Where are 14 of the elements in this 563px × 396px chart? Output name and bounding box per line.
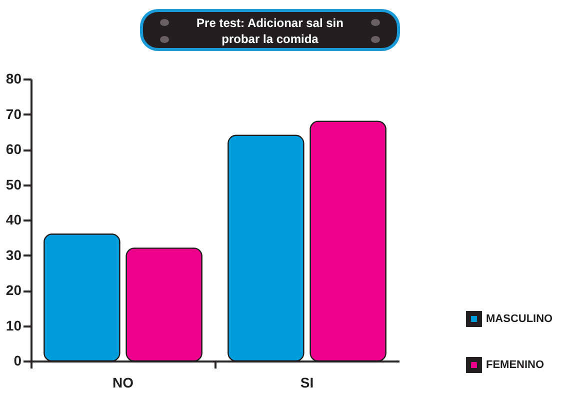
chart-title: Pre test: Adicionar sal sin probar la comida [196,15,344,47]
y-tick-label: 70 [6,106,22,122]
x-tick-label: NO [112,374,134,390]
y-tick-label: 60 [6,141,22,157]
y-tick-label: 40 [6,212,22,228]
y-tick-label: 80 [6,70,22,86]
y-tick-label: 0 [14,352,22,368]
y-tick-label: 20 [6,282,22,298]
legend-label: FEMENINO [486,359,544,371]
y-tick-label: 10 [6,317,22,334]
y-tick-label: 50 [6,176,22,192]
y-tick-label: 30 [6,246,22,263]
x-tick-label: SI [300,374,314,390]
legend-label: MASCULINO [486,313,554,325]
